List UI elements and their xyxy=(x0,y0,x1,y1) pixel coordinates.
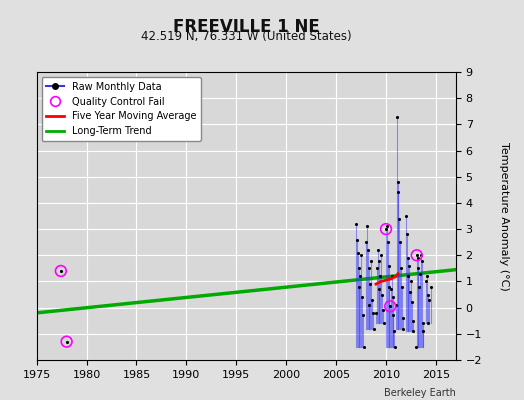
Point xyxy=(377,252,385,258)
Point xyxy=(399,325,408,332)
Point xyxy=(353,236,361,243)
Point xyxy=(402,231,411,238)
Point xyxy=(391,344,399,350)
Point xyxy=(388,273,396,280)
Point xyxy=(374,247,382,253)
Legend: Raw Monthly Data, Quality Control Fail, Five Year Moving Average, Long-Term Tren: Raw Monthly Data, Quality Control Fail, … xyxy=(41,77,201,141)
Point xyxy=(376,273,385,280)
Point xyxy=(389,312,398,319)
Point xyxy=(395,216,403,222)
Point xyxy=(412,252,421,258)
Point xyxy=(394,189,402,196)
Point xyxy=(388,294,397,300)
Point xyxy=(359,344,368,350)
Text: Berkeley Earth: Berkeley Earth xyxy=(384,388,456,398)
Point xyxy=(382,226,390,232)
Point xyxy=(356,273,365,280)
Point xyxy=(408,299,416,306)
Point xyxy=(392,113,401,120)
Point xyxy=(364,247,372,253)
Point xyxy=(355,284,364,290)
Point xyxy=(407,278,415,285)
Point xyxy=(414,265,423,272)
Point xyxy=(417,252,425,258)
Point xyxy=(363,223,371,230)
Point xyxy=(358,312,367,319)
Point xyxy=(425,296,433,303)
Point xyxy=(373,265,381,272)
Point xyxy=(365,265,374,272)
Point xyxy=(405,273,413,280)
Point xyxy=(392,302,400,308)
Point xyxy=(427,284,435,290)
Point xyxy=(402,213,410,219)
Point xyxy=(413,255,422,261)
Point xyxy=(412,344,420,350)
Point xyxy=(372,310,380,316)
Point xyxy=(412,252,421,258)
Point xyxy=(367,257,375,264)
Point xyxy=(358,294,366,300)
Point xyxy=(423,291,432,298)
Point xyxy=(422,278,430,285)
Point xyxy=(354,250,362,256)
Point xyxy=(416,270,424,277)
Text: FREEVILLE 1 NE: FREEVILLE 1 NE xyxy=(173,18,320,36)
Point xyxy=(352,221,361,227)
Point xyxy=(368,296,376,303)
Point xyxy=(419,328,427,334)
Point xyxy=(369,325,378,332)
Point xyxy=(386,303,395,310)
Point xyxy=(386,303,395,310)
Point xyxy=(385,284,394,290)
Point xyxy=(409,318,417,324)
Point xyxy=(379,320,388,326)
Point xyxy=(390,328,398,334)
Point xyxy=(409,328,418,334)
Point xyxy=(403,255,412,261)
Point xyxy=(57,268,65,274)
Point xyxy=(362,239,370,245)
Point xyxy=(419,320,428,326)
Point xyxy=(374,257,383,264)
Point xyxy=(366,281,375,287)
Point xyxy=(364,302,373,308)
Text: 42.519 N, 76.331 W (United States): 42.519 N, 76.331 W (United States) xyxy=(141,30,352,43)
Point xyxy=(62,338,71,345)
Point xyxy=(396,239,405,245)
Point xyxy=(354,265,363,272)
Point xyxy=(357,252,365,258)
Point xyxy=(57,268,65,274)
Point xyxy=(375,286,384,292)
Point xyxy=(424,320,433,326)
Point xyxy=(378,291,386,298)
Point xyxy=(384,239,392,245)
Point xyxy=(418,257,426,264)
Point xyxy=(394,179,402,185)
Point xyxy=(384,262,392,269)
Point xyxy=(397,265,405,272)
Point xyxy=(406,289,414,295)
Point xyxy=(368,310,377,316)
Point xyxy=(415,284,423,290)
Point xyxy=(62,338,71,345)
Point xyxy=(398,284,406,290)
Point xyxy=(382,226,390,232)
Y-axis label: Temperature Anomaly (°C): Temperature Anomaly (°C) xyxy=(499,142,509,290)
Point xyxy=(405,262,413,269)
Point xyxy=(422,273,431,280)
Point xyxy=(387,286,395,292)
Point xyxy=(398,315,407,321)
Point xyxy=(378,307,387,314)
Point xyxy=(383,223,391,230)
